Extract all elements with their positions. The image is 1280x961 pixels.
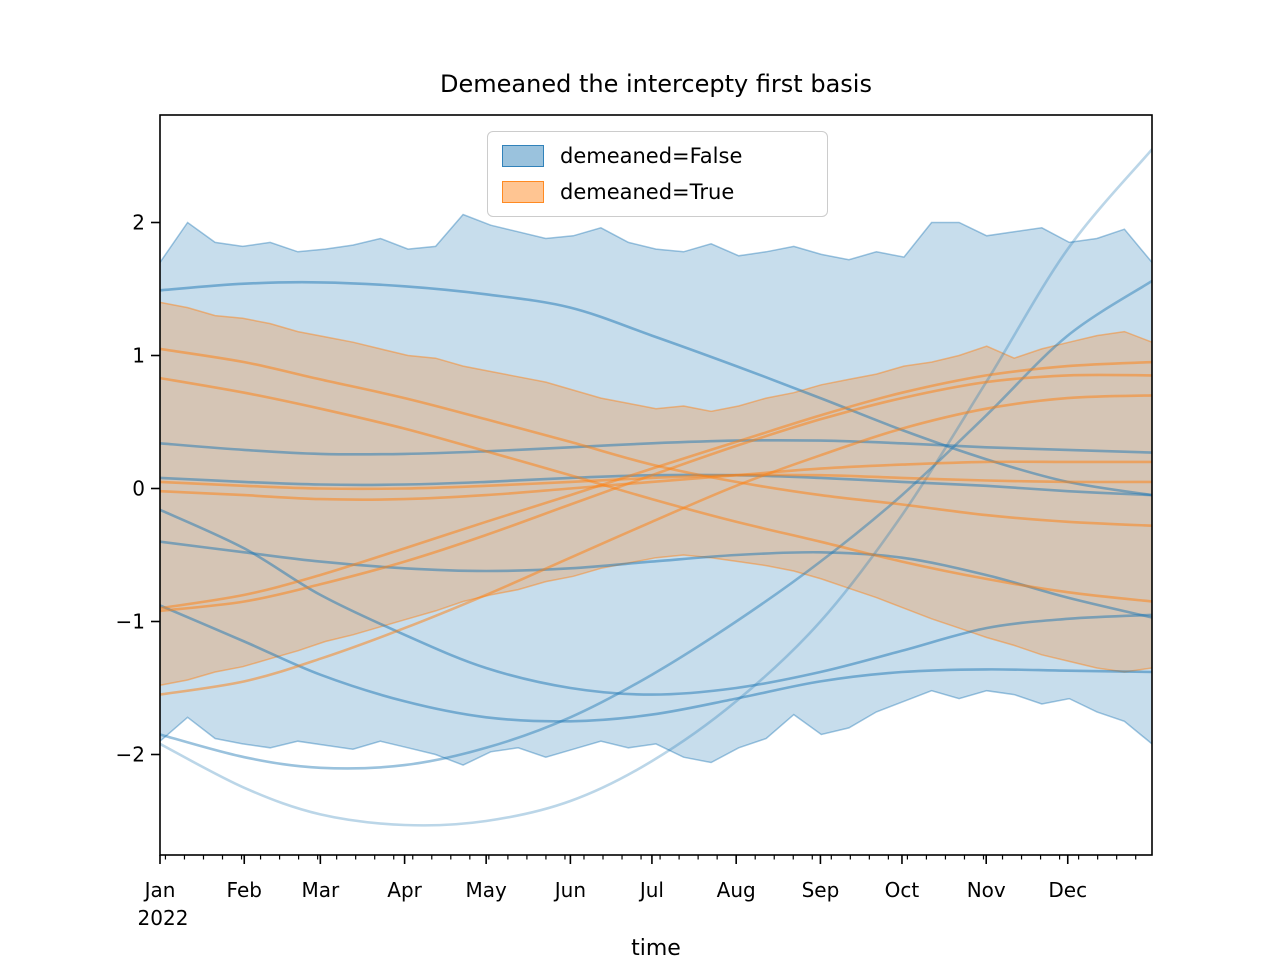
x-axis-label: time bbox=[631, 936, 681, 961]
x-tick-label: Apr bbox=[387, 878, 422, 902]
x-tick-label: Feb bbox=[227, 878, 262, 902]
series-curve-12 bbox=[160, 360, 1152, 610]
legend-entry: demeaned=False bbox=[502, 142, 813, 170]
x-tick-label: Dec bbox=[1048, 878, 1087, 902]
x-tick-label: Oct bbox=[885, 878, 920, 902]
y-tick-label: 0 bbox=[132, 477, 145, 501]
axes-spines bbox=[159, 114, 1153, 856]
x-tick-label: May bbox=[465, 878, 507, 902]
series-curve-6 bbox=[160, 279, 1152, 770]
band-upper-edge bbox=[160, 213, 1152, 263]
series-curve-10 bbox=[160, 473, 1152, 491]
y-tick-label: 1 bbox=[132, 344, 145, 368]
y-tick-label: −2 bbox=[116, 743, 145, 767]
x-tick-label: Nov bbox=[967, 878, 1006, 902]
legend-label: demeaned=False bbox=[560, 144, 743, 168]
legend-patch-icon bbox=[502, 145, 544, 167]
series-curve-8 bbox=[160, 347, 1152, 527]
plot-content bbox=[160, 148, 1152, 827]
legend-patch-icon bbox=[502, 181, 544, 203]
y-tick-label: −1 bbox=[116, 610, 145, 634]
series-curve-13 bbox=[160, 373, 1152, 613]
band-lower-edge bbox=[160, 554, 1152, 687]
series-curve-4 bbox=[160, 540, 1152, 619]
x-tick-label: Mar bbox=[301, 878, 340, 902]
x-tick-label: Sep bbox=[802, 878, 840, 902]
band-lower-edge bbox=[160, 689, 1152, 766]
series-curve-7 bbox=[160, 148, 1152, 827]
y-tick-label: 2 bbox=[132, 211, 145, 235]
x-tick-label: Jul bbox=[638, 878, 664, 902]
x-tick-label: Jan bbox=[143, 878, 176, 902]
legend: demeaned=False demeaned=True bbox=[487, 131, 828, 217]
series-curve-0 bbox=[160, 280, 1152, 497]
x-tick-label: Jun bbox=[553, 878, 586, 902]
series-curve-5 bbox=[160, 604, 1152, 723]
legend-entry: demeaned=True bbox=[502, 178, 813, 206]
series-curve-9 bbox=[160, 376, 1152, 603]
x-tick-label: Aug bbox=[717, 878, 756, 902]
legend-label: demeaned=True bbox=[560, 180, 735, 204]
series-curve-14 bbox=[160, 394, 1152, 696]
x-year-label: 2022 bbox=[138, 906, 189, 930]
series-curve-11 bbox=[160, 460, 1152, 501]
chart-title: Demeaned the intercepty first basis bbox=[440, 70, 872, 98]
axis-ticks: Jan Feb Mar Apr May Jun Jul Aug Sep Oct Nov Dec 2022… bbox=[116, 211, 1137, 930]
series-curve-3 bbox=[160, 508, 1152, 696]
series-curve-1 bbox=[160, 439, 1152, 456]
band-upper-edge bbox=[160, 301, 1152, 413]
